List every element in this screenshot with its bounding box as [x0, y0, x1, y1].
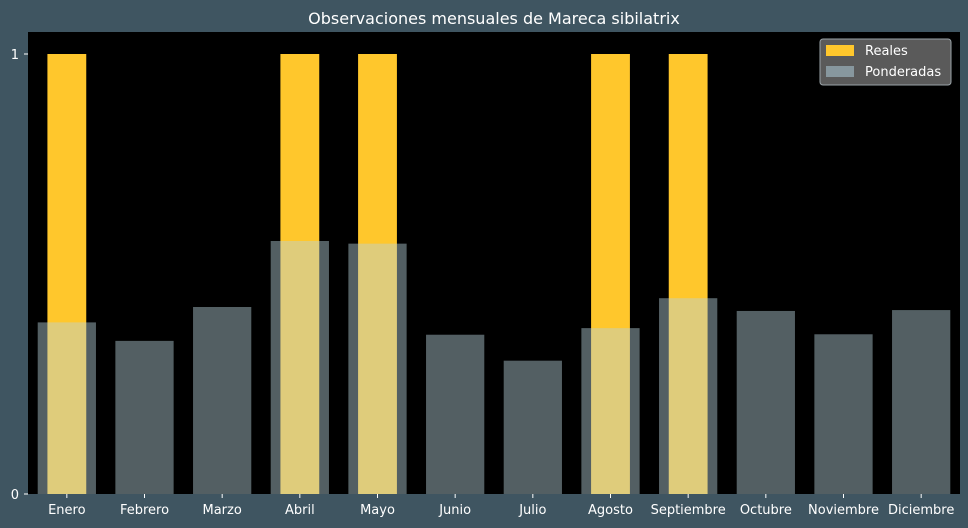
y-tick-label-0: 0: [11, 488, 19, 503]
series-reales: [47, 54, 708, 494]
bar-ponderadas-11: [892, 310, 951, 494]
x-tick-label-6: Julio: [518, 503, 546, 518]
bar-ponderadas-0: [37, 322, 96, 494]
x-tick-label-7: Agosto: [588, 503, 633, 518]
legend-swatch-reales: [826, 45, 854, 56]
x-tick-label-3: Abril: [285, 503, 315, 518]
plot-area: [28, 32, 960, 494]
x-tick-label-2: Marzo: [203, 503, 242, 518]
bar-reales-7: [591, 54, 630, 494]
legend-label-ponderadas: Ponderadas: [865, 65, 941, 80]
bar-ponderadas-1: [115, 340, 174, 494]
legend: Reales Ponderadas: [819, 38, 952, 86]
bar-reales-8: [668, 54, 708, 494]
x-axis: Enero Febrero Marzo Abril Mayo Junio Julio Agos…: [48, 494, 954, 518]
legend-label-reales: Reales: [865, 44, 908, 59]
bar-ponderadas-10: [814, 334, 873, 494]
series-ponderadas: [37, 241, 951, 494]
y-tick-label-1: 1: [11, 48, 19, 63]
bar-ponderadas-2: [193, 307, 252, 494]
x-tick-label-1: Febrero: [120, 503, 169, 518]
x-tick-label-5: Junio: [438, 503, 471, 518]
x-tick-label-10: Noviembre: [808, 503, 879, 518]
x-tick-label-4: Mayo: [360, 503, 395, 518]
bar-ponderadas-3: [270, 241, 329, 494]
x-tick-label-8: Septiembre: [651, 503, 726, 518]
chart-title: Observaciones mensuales de Mareca sibila…: [308, 9, 680, 28]
bar-ponderadas-4: [348, 243, 407, 494]
bar-reales-0: [47, 54, 87, 494]
x-tick-label-9: Octubre: [740, 503, 792, 518]
x-tick-label-0: Enero: [48, 503, 86, 518]
x-tick-label-11: Diciembre: [888, 503, 954, 518]
y-axis: 01: [11, 48, 28, 503]
bar-reales-4: [358, 54, 397, 494]
bar-ponderadas-5: [426, 334, 485, 494]
bar-ponderadas-6: [503, 360, 562, 494]
bar-ponderadas-7: [581, 328, 640, 494]
bar-ponderadas-9: [736, 310, 795, 494]
bar-ponderadas-8: [659, 298, 718, 494]
bar-reales-3: [280, 54, 320, 494]
legend-swatch-ponderadas: [826, 66, 854, 77]
